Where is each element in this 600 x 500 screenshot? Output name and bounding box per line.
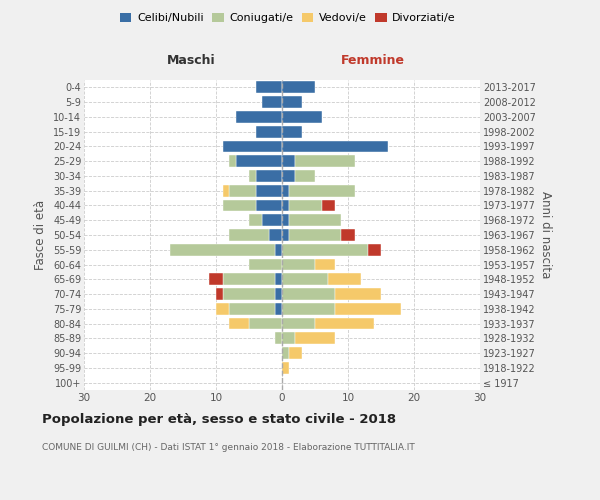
- Bar: [289, 229, 341, 241]
- Bar: [289, 185, 355, 196]
- Bar: [275, 288, 282, 300]
- Bar: [216, 288, 223, 300]
- Bar: [282, 303, 335, 314]
- Bar: [249, 258, 282, 270]
- Bar: [229, 318, 249, 330]
- Bar: [229, 185, 256, 196]
- Bar: [289, 214, 341, 226]
- Bar: [249, 318, 282, 330]
- Bar: [229, 156, 236, 167]
- Text: COMUNE DI GUILMI (CH) - Dati ISTAT 1° gennaio 2018 - Elaborazione TUTTITALIA.IT: COMUNE DI GUILMI (CH) - Dati ISTAT 1° ge…: [42, 442, 415, 452]
- Bar: [249, 214, 262, 226]
- Bar: [282, 214, 289, 226]
- Bar: [256, 170, 282, 182]
- Bar: [282, 200, 289, 211]
- Bar: [328, 274, 361, 285]
- Bar: [282, 82, 315, 94]
- Bar: [282, 362, 289, 374]
- Bar: [236, 111, 282, 123]
- Text: Maschi: Maschi: [167, 54, 215, 68]
- Bar: [282, 170, 295, 182]
- Bar: [269, 229, 282, 241]
- Bar: [262, 214, 282, 226]
- Bar: [229, 303, 275, 314]
- Bar: [223, 274, 275, 285]
- Bar: [282, 156, 295, 167]
- Bar: [209, 274, 223, 285]
- Bar: [249, 170, 256, 182]
- Bar: [256, 185, 282, 196]
- Bar: [282, 140, 388, 152]
- Bar: [295, 332, 335, 344]
- Bar: [282, 274, 328, 285]
- Y-axis label: Fasce di età: Fasce di età: [34, 200, 47, 270]
- Bar: [335, 288, 381, 300]
- Bar: [282, 318, 315, 330]
- Y-axis label: Anni di nascita: Anni di nascita: [539, 192, 553, 278]
- Bar: [282, 229, 289, 241]
- Bar: [341, 229, 355, 241]
- Bar: [216, 303, 229, 314]
- Text: Popolazione per età, sesso e stato civile - 2018: Popolazione per età, sesso e stato civil…: [42, 412, 396, 426]
- Bar: [282, 332, 295, 344]
- Bar: [282, 111, 322, 123]
- Bar: [335, 303, 401, 314]
- Bar: [282, 258, 315, 270]
- Bar: [282, 288, 335, 300]
- Bar: [256, 200, 282, 211]
- Bar: [282, 96, 302, 108]
- Bar: [236, 156, 282, 167]
- Bar: [275, 303, 282, 314]
- Bar: [368, 244, 381, 256]
- Bar: [315, 318, 374, 330]
- Bar: [256, 82, 282, 94]
- Bar: [282, 244, 368, 256]
- Bar: [223, 185, 229, 196]
- Bar: [275, 332, 282, 344]
- Bar: [322, 200, 335, 211]
- Bar: [275, 244, 282, 256]
- Bar: [262, 96, 282, 108]
- Bar: [223, 288, 275, 300]
- Bar: [282, 347, 289, 359]
- Bar: [282, 185, 289, 196]
- Bar: [256, 126, 282, 138]
- Bar: [289, 200, 322, 211]
- Bar: [229, 229, 269, 241]
- Bar: [289, 347, 302, 359]
- Bar: [170, 244, 275, 256]
- Bar: [275, 274, 282, 285]
- Bar: [223, 200, 256, 211]
- Bar: [295, 170, 315, 182]
- Bar: [295, 156, 355, 167]
- Text: Femmine: Femmine: [341, 54, 405, 68]
- Bar: [223, 140, 282, 152]
- Bar: [315, 258, 335, 270]
- Bar: [282, 126, 302, 138]
- Legend: Celibi/Nubili, Coniugati/e, Vedovi/e, Divorziati/e: Celibi/Nubili, Coniugati/e, Vedovi/e, Di…: [116, 8, 460, 28]
